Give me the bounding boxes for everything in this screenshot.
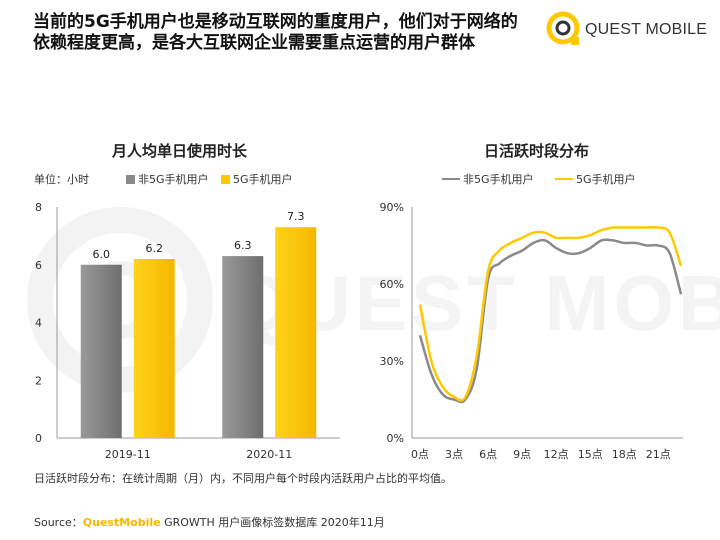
bar-legend-non5g: 非5G手机用户 <box>126 171 209 187</box>
bar-category-label: 2019-11 <box>105 448 151 461</box>
line-y-tick-label: 60% <box>380 278 404 291</box>
bar-value-label: 6.2 <box>146 242 164 255</box>
page-headline: 当前的5G手机用户也是移动互联网的重度用户，他们对于网络的 依赖程度更高，是各大… <box>33 12 553 54</box>
legend-line-grey <box>442 178 460 180</box>
line-x-tick-label: 9点 <box>513 448 531 461</box>
legend-swatch-grey <box>126 174 135 184</box>
bar-legend-5g: 5G手机用户 <box>221 171 293 187</box>
bar-y-tick-label: 6 <box>35 259 42 272</box>
bar <box>133 258 175 438</box>
questmobile-logo: QUEST MOBILE <box>545 8 708 52</box>
bar-legend-5g-label: 5G手机用户 <box>233 173 293 186</box>
headline-line-2: 依赖程度更高，是各大互联网企业需要重点运营的用户群体 <box>33 33 475 53</box>
bar-y-tick-label: 8 <box>35 201 42 214</box>
line-legend-non5g-label: 非5G手机用户 <box>463 173 534 186</box>
headline-line-1: 当前的5G手机用户也是移动互联网的重度用户，他们对于网络的 <box>33 12 518 32</box>
footnote: 日活跃时段分布：在统计周期（月）内，不同用户每个时段内活跃用户占比的平均值。 <box>34 472 452 485</box>
source-line: Source：QuestMobile GROWTH 用户画像标签数据库 2020… <box>34 514 385 530</box>
line-series-non5g <box>418 238 683 404</box>
bar-y-tick-label: 0 <box>35 432 42 445</box>
bar-value-label: 6.3 <box>234 239 252 252</box>
line-x-tick-label: 3点 <box>445 448 463 461</box>
line-x-tick-label: 15点 <box>578 448 603 461</box>
bar-y-tick-label: 2 <box>35 374 42 387</box>
line-legend-non5g: 非5G手机用户 <box>442 171 534 187</box>
questmobile-logo-icon <box>546 11 580 45</box>
bar-y-tick-label: 4 <box>35 317 42 330</box>
logo-text: QUEST MOBILE <box>585 21 708 38</box>
source-suffix: GROWTH 用户画像标签数据库 2020年11月 <box>160 516 385 529</box>
line-y-tick-label: 0% <box>387 432 404 445</box>
source-prefix: Source： <box>34 516 83 529</box>
legend-line-yellow <box>555 178 573 180</box>
bar-value-label: 7.3 <box>287 210 305 223</box>
line-x-tick-label: 18点 <box>612 448 637 461</box>
line-legend-5g: 5G手机用户 <box>555 171 636 187</box>
line-series-5g <box>418 225 683 402</box>
source-brand: QuestMobile <box>82 516 161 529</box>
legend-swatch-yellow <box>221 174 230 184</box>
bar-value-label: 6.0 <box>93 248 111 261</box>
bar-category-label: 2020-11 <box>246 448 292 461</box>
bar <box>80 264 122 438</box>
line-x-tick-label: 12点 <box>544 448 569 461</box>
line-legend-5g-label: 5G手机用户 <box>576 173 636 186</box>
bar <box>275 227 317 438</box>
line-y-tick-label: 30% <box>380 355 404 368</box>
line-x-tick-label: 21点 <box>646 448 671 461</box>
line-x-tick-label: 6点 <box>479 448 497 461</box>
line-y-tick-label: 90% <box>380 201 404 214</box>
line-chart-title: 日活跃时段分布 <box>484 142 590 160</box>
line-x-tick-label: 0点 <box>411 448 429 461</box>
bar-chart-title: 月人均单日使用时长 <box>112 142 248 160</box>
bar-legend-non5g-label: 非5G手机用户 <box>138 173 209 186</box>
bar-chart-unit: 单位：小时 <box>34 173 89 186</box>
bar <box>222 256 264 438</box>
